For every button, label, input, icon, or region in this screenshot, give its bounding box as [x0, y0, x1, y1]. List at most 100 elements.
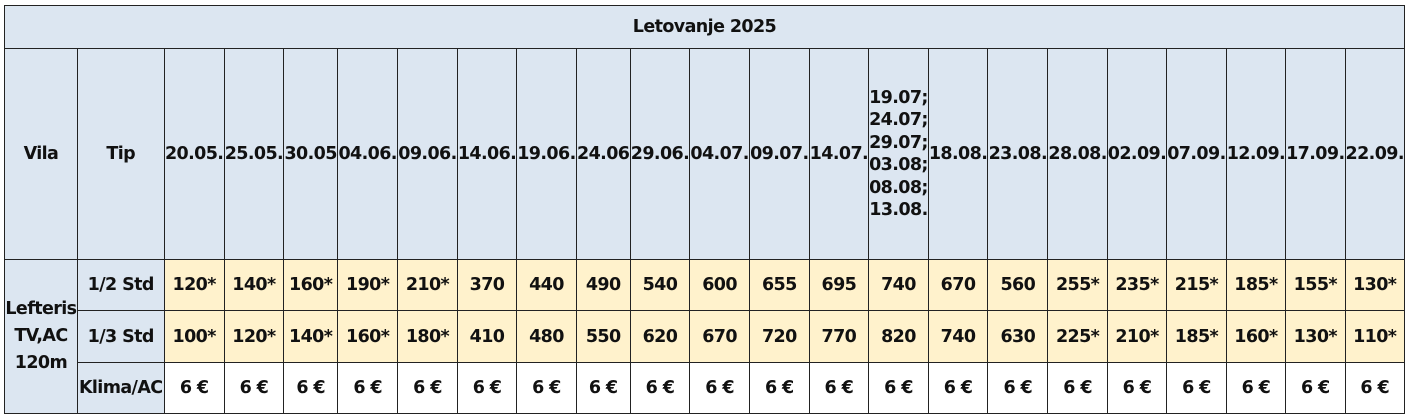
price-cell: 720	[748, 310, 810, 363]
ac-price-cell: 6 €	[689, 362, 750, 414]
price-cell: 160*	[1225, 310, 1287, 363]
date-header: 02.09.	[1106, 48, 1168, 260]
date-header: 29.06.	[629, 48, 691, 260]
price-cell: 770	[808, 310, 870, 363]
ac-price-cell: 6 €	[575, 362, 631, 414]
date-header: 22.09.	[1344, 48, 1405, 260]
price-cell: 740	[927, 310, 989, 363]
price-cell: 740	[868, 259, 929, 311]
date-header: 18.08.	[927, 48, 989, 260]
ac-price-cell: 6 €	[397, 362, 458, 414]
price-cell: 110*	[1344, 310, 1405, 363]
price-cell: 820	[868, 310, 929, 363]
price-cell: 550	[575, 310, 631, 363]
room-type-label: 1/3 Std	[76, 310, 165, 363]
date-header: 24.06	[575, 48, 631, 260]
vila-name-line: TV,AC	[14, 326, 68, 346]
price-cell: 560	[987, 259, 1049, 311]
vila-name-line: Lefteris	[5, 299, 77, 319]
price-cell: 630	[987, 310, 1049, 363]
price-cell: 140*	[283, 310, 339, 363]
price-cell: 130*	[1344, 259, 1405, 311]
date-header: 04.06.	[337, 48, 399, 260]
price-table: Letovanje 2025 Vila Tip 20.05. 25.05. 30…	[4, 5, 1428, 414]
price-cell: 160*	[337, 310, 399, 363]
date-header-line: 29.07;	[869, 132, 928, 153]
price-cell: 210*	[1106, 310, 1168, 363]
ac-price-cell: 6 €	[987, 362, 1049, 414]
date-header: 30.05	[283, 48, 339, 260]
date-header: 28.08.	[1047, 48, 1108, 260]
ac-price-cell: 6 €	[223, 362, 285, 414]
price-cell: 160*	[283, 259, 339, 311]
price-cell: 255*	[1047, 259, 1108, 311]
price-cell: 370	[456, 259, 518, 311]
date-header: 07.09.	[1166, 48, 1227, 260]
room-type-label: 1/2 Std	[76, 259, 165, 311]
price-cell: 215*	[1166, 259, 1227, 311]
date-header-line: 08.08;	[869, 177, 928, 198]
price-cell: 120*	[223, 310, 285, 363]
ac-price-cell: 6 €	[1225, 362, 1287, 414]
room-type-label: Klima/AC	[76, 362, 165, 414]
price-cell: 180*	[397, 310, 458, 363]
price-cell: 410	[456, 310, 518, 363]
vila-name-cell: Lefteris TV,AC 120m	[4, 259, 78, 414]
price-cell: 155*	[1285, 259, 1346, 311]
ac-price-cell: 6 €	[1166, 362, 1227, 414]
price-cell: 100*	[163, 310, 225, 363]
price-cell: 540	[629, 259, 691, 311]
date-header: 17.09.	[1285, 48, 1346, 260]
price-cell: 140*	[223, 259, 285, 311]
price-cell: 235*	[1106, 259, 1168, 311]
date-header-multi: 19.07; 24.07; 29.07; 03.08; 08.08; 13.08…	[868, 48, 929, 260]
date-header-line: 24.07;	[869, 110, 928, 130]
date-header: 14.07.	[808, 48, 870, 260]
ac-price-cell: 6 €	[163, 362, 225, 414]
ac-price-cell: 6 €	[516, 362, 577, 414]
price-cell: 440	[516, 259, 577, 311]
date-header: 20.05.	[163, 48, 225, 260]
ac-price-cell: 6 €	[1344, 362, 1405, 414]
price-cell: 670	[927, 259, 989, 311]
price-cell: 190*	[337, 259, 399, 311]
price-cell: 655	[748, 259, 810, 311]
date-header: 12.09.	[1225, 48, 1287, 260]
price-cell: 225*	[1047, 310, 1108, 363]
price-cell: 210*	[397, 259, 458, 311]
date-header: 04.07.	[689, 48, 750, 260]
ac-price-cell: 6 €	[927, 362, 989, 414]
price-cell: 490	[575, 259, 631, 311]
date-header-line: 03.08;	[869, 155, 928, 175]
price-cell: 185*	[1225, 259, 1287, 311]
date-header: 23.08.	[987, 48, 1049, 260]
ac-price-cell: 6 €	[456, 362, 518, 414]
date-header-line: 19.07;	[869, 87, 928, 108]
date-header-line: 13.08.	[869, 200, 928, 220]
ac-price-cell: 6 €	[868, 362, 929, 414]
price-cell: 670	[689, 310, 750, 363]
ac-price-cell: 6 €	[1285, 362, 1346, 414]
price-cell: 185*	[1166, 310, 1227, 363]
date-header: 19.06.	[516, 48, 577, 260]
date-header: 14.06.	[456, 48, 518, 260]
date-header: 09.07.	[748, 48, 810, 260]
price-cell: 695	[808, 259, 870, 311]
price-cell: 480	[516, 310, 577, 363]
date-header: 09.06.	[397, 48, 458, 260]
vila-header: Vila	[4, 48, 78, 260]
price-cell: 620	[629, 310, 691, 363]
ac-price-cell: 6 €	[283, 362, 339, 414]
ac-price-cell: 6 €	[1106, 362, 1168, 414]
ac-price-cell: 6 €	[808, 362, 870, 414]
ac-price-cell: 6 €	[629, 362, 691, 414]
ac-price-cell: 6 €	[337, 362, 399, 414]
price-cell: 130*	[1285, 310, 1346, 363]
table-container: Letovanje 2025 Vila Tip 20.05. 25.05. 30…	[4, 5, 1428, 414]
price-cell: 600	[689, 259, 750, 311]
ac-price-cell: 6 €	[1047, 362, 1108, 414]
ac-price-cell: 6 €	[748, 362, 810, 414]
date-header: 25.05.	[223, 48, 285, 260]
tip-header: Tip	[76, 48, 165, 260]
vila-name-line: 120m	[14, 353, 68, 373]
